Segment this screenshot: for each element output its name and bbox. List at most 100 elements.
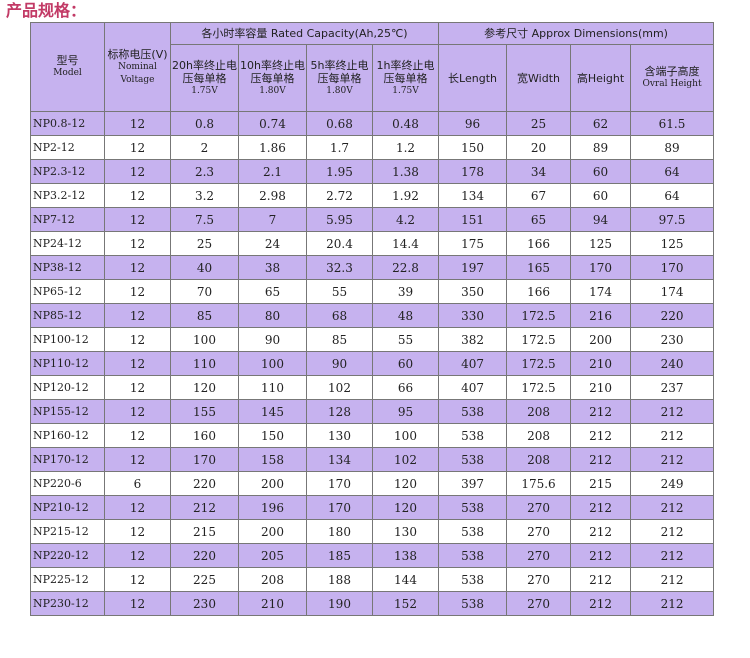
cell-length: 178 <box>438 159 508 184</box>
header-voltage-en2: Voltage <box>120 74 155 85</box>
cell-width: 172.5 <box>506 375 572 400</box>
header-cap-10h-line1: 10h率终止电 <box>240 58 305 72</box>
cell-width: 270 <box>506 519 572 544</box>
cell-length: 150 <box>438 135 508 160</box>
cell-overall-height: 89 <box>630 135 715 160</box>
cell-voltage: 12 <box>104 255 171 280</box>
cell-height: 216 <box>570 303 632 328</box>
header-cap-20h-line1: 20h率终止电 <box>172 58 237 72</box>
cell-voltage: 12 <box>104 519 171 544</box>
cell-height: 125 <box>570 231 632 256</box>
cell-width: 208 <box>506 423 572 448</box>
cell-cap-1h: 102 <box>371 447 440 472</box>
cell-cap-5h: 130 <box>306 423 373 448</box>
cell-cap-1h: 1.2 <box>371 135 440 160</box>
cell-voltage: 12 <box>104 111 171 136</box>
cell-cap-5h: 20.4 <box>306 231 373 256</box>
cell-overall-height: 249 <box>630 471 715 496</box>
cell-overall-height: 212 <box>630 399 715 424</box>
cell-overall-height: 170 <box>630 255 715 280</box>
cell-model: NP24-12 <box>30 231 105 256</box>
cell-model: NP155-12 <box>30 399 105 424</box>
cell-cap-10h: 145 <box>238 399 307 424</box>
cell-model: NP85-12 <box>30 303 105 328</box>
cell-cap-10h: 110 <box>238 375 307 400</box>
cell-model: NP210-12 <box>30 495 105 520</box>
cell-height: 212 <box>570 567 632 592</box>
cell-cap-10h: 90 <box>238 327 307 352</box>
cell-length: 397 <box>438 471 508 496</box>
header-model-cn: 型号 <box>56 54 79 67</box>
cell-overall-height: 212 <box>630 519 715 544</box>
cell-height: 212 <box>570 519 632 544</box>
cell-cap-5h: 185 <box>306 543 373 568</box>
header-voltage: 标称电压(V) Nominal Voltage <box>104 22 171 112</box>
cell-width: 172.5 <box>506 303 572 328</box>
cell-overall-height: 64 <box>630 159 715 184</box>
cell-cap-1h: 60 <box>371 351 440 376</box>
cell-cap-5h: 85 <box>306 327 373 352</box>
cell-cap-10h: 200 <box>238 519 307 544</box>
cell-cap-5h: 0.68 <box>306 111 373 136</box>
cell-voltage: 12 <box>104 351 171 376</box>
cell-length: 330 <box>438 303 508 328</box>
cell-length: 538 <box>438 399 508 424</box>
cell-cap-20h: 220 <box>170 543 239 568</box>
header-cap-5h-line3: 1.80V <box>326 85 353 96</box>
cell-cap-1h: 66 <box>371 375 440 400</box>
cell-overall-height: 212 <box>630 543 715 568</box>
cell-length: 538 <box>438 447 508 472</box>
cell-length: 538 <box>438 567 508 592</box>
cell-voltage: 12 <box>104 423 171 448</box>
header-cap-5h: 5h率终止电 压每单格 1.80V <box>306 44 373 112</box>
cell-length: 407 <box>438 375 508 400</box>
cell-voltage: 12 <box>104 159 171 184</box>
cell-cap-10h: 210 <box>238 591 307 616</box>
table-row: NP24-12 12 25 24 20.4 14.4 175 166 125 125 <box>30 231 715 256</box>
cell-cap-5h: 180 <box>306 519 373 544</box>
cell-model: NP225-12 <box>30 567 105 592</box>
table-header: 型号 Model 标称电压(V) Nominal Voltage 各小时率容量 … <box>30 22 715 112</box>
header-voltage-en1: Nominal <box>118 61 157 72</box>
cell-length: 538 <box>438 543 508 568</box>
cell-model: NP100-12 <box>30 327 105 352</box>
cell-cap-1h: 120 <box>371 495 440 520</box>
header-model-en: Model <box>53 68 82 78</box>
table-body: NP0.8-12 12 0.8 0.74 0.68 0.48 96 25 62 61.5 NP2-1… <box>30 111 715 616</box>
cell-cap-1h: 14.4 <box>371 231 440 256</box>
cell-model: NP38-12 <box>30 255 105 280</box>
header-overall-en: Ovral Height <box>642 79 702 89</box>
cell-width: 270 <box>506 543 572 568</box>
cell-cap-1h: 144 <box>371 567 440 592</box>
cell-cap-20h: 110 <box>170 351 239 376</box>
header-cap-1h-line1: 1h率终止电 <box>376 58 435 72</box>
cell-cap-20h: 230 <box>170 591 239 616</box>
cell-cap-1h: 138 <box>371 543 440 568</box>
cell-cap-10h: 1.86 <box>238 135 307 160</box>
table-row: NP3.2-12 12 3.2 2.98 2.72 1.92 134 67 60 64 <box>30 183 715 208</box>
cell-overall-height: 230 <box>630 327 715 352</box>
cell-length: 175 <box>438 231 508 256</box>
cell-model: NP215-12 <box>30 519 105 544</box>
cell-width: 166 <box>506 279 572 304</box>
cell-cap-1h: 1.38 <box>371 159 440 184</box>
cell-voltage: 12 <box>104 567 171 592</box>
cell-cap-1h: 130 <box>371 519 440 544</box>
cell-cap-20h: 160 <box>170 423 239 448</box>
cell-overall-height: 97.5 <box>630 207 715 232</box>
cell-cap-20h: 40 <box>170 255 239 280</box>
cell-cap-5h: 68 <box>306 303 373 328</box>
cell-length: 134 <box>438 183 508 208</box>
cell-width: 208 <box>506 447 572 472</box>
cell-overall-height: 240 <box>630 351 715 376</box>
cell-overall-height: 212 <box>630 495 715 520</box>
cell-width: 172.5 <box>506 351 572 376</box>
cell-width: 270 <box>506 567 572 592</box>
cell-cap-1h: 152 <box>371 591 440 616</box>
cell-overall-height: 64 <box>630 183 715 208</box>
cell-cap-10h: 2.98 <box>238 183 307 208</box>
header-cap-10h-line3: 1.80V <box>259 85 286 96</box>
cell-cap-20h: 215 <box>170 519 239 544</box>
cell-cap-20h: 85 <box>170 303 239 328</box>
cell-model: NP230-12 <box>30 591 105 616</box>
